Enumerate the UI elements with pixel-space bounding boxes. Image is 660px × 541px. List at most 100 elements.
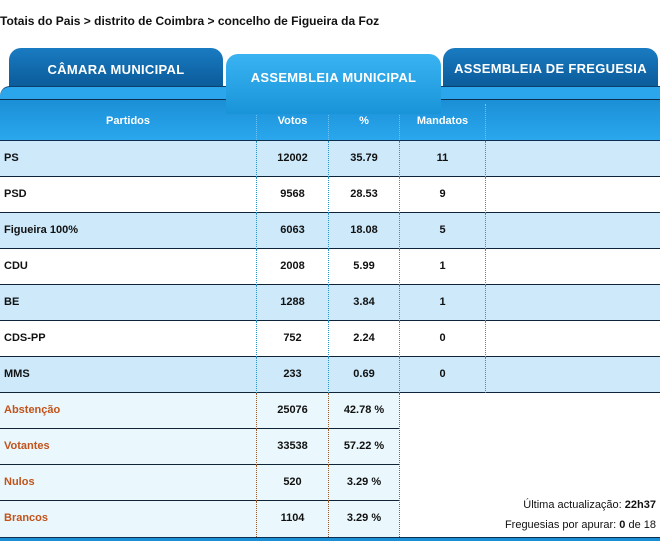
stat-percent: 3.29 % [346,476,382,488]
party-votes: 2008 [280,260,305,272]
pending-label: Freguesias por apurar: [504,519,620,531]
column-divider [256,213,257,249]
column-divider [399,141,400,177]
column-divider [399,393,400,537]
stat-value: 25076 [277,404,308,416]
party-seats: 0 [439,332,446,344]
party-votes: 752 [283,332,302,344]
stats-row: Nulos 520 3.29 % [0,465,399,501]
column-divider [328,285,329,321]
header-mandatos: Mandatos [416,115,469,127]
last-update: Última actualização: 22h37 [523,499,656,511]
pending-total: de 18 [625,519,656,531]
party-name: CDU [4,260,28,272]
table-row: CDS-PP 752 2.24 0 [0,321,660,357]
tab-assembleia-freguesia[interactable]: ASSEMBLEIA DE FREGUESIA [443,48,658,88]
tab-label: CÂMARA MUNICIPAL [47,62,185,77]
breadcrumb[interactable]: Totais do Pais > distrito de Coimbra > c… [0,14,380,28]
column-divider [485,357,486,393]
party-seats: 1 [439,296,446,308]
column-divider [328,213,329,249]
party-name: MMS [4,368,30,380]
stat-label: Brancos [4,512,49,524]
stats-row: Votantes 33538 57.22 % [0,429,399,465]
stat-value: 33538 [277,440,308,452]
table-row: MMS 233 0.69 0 [0,357,660,393]
column-divider [399,285,400,321]
pending-count: 0 [619,519,626,531]
column-divider [256,393,257,429]
last-update-time: 22h37 [624,499,656,511]
party-name: Figueira 100% [4,224,78,236]
column-divider [485,285,486,321]
party-percent: 35.79 [350,152,378,164]
stat-percent: 42.78 % [343,404,385,416]
table-row: PSD 9568 28.53 9 [0,177,660,213]
column-divider [485,141,486,177]
table-header: Partidos Votos % Mandatos [0,100,660,141]
party-name: PS [4,152,19,164]
party-name: CDS-PP [4,332,46,344]
table-row: BE 1288 3.84 1 [0,285,660,321]
column-divider [328,429,329,465]
tab-label: ASSEMBLEIA MUNICIPAL [250,70,417,85]
column-divider [328,104,329,140]
column-divider [485,249,486,285]
bottom-bar [0,537,660,541]
party-percent: 5.99 [353,260,375,272]
party-seats: 11 [436,152,449,164]
party-seats: 0 [439,368,446,380]
column-divider [256,141,257,177]
stats-row: Abstenção 25076 42.78 % [0,393,399,429]
column-divider [328,321,329,357]
stat-label: Votantes [4,440,50,452]
column-divider [399,177,400,213]
column-divider [256,285,257,321]
column-divider [256,465,257,501]
party-seats: 9 [439,188,446,200]
party-percent: 18.08 [350,224,378,236]
stat-percent: 57.22 % [343,440,385,452]
stat-label: Nulos [4,476,35,488]
column-divider [399,321,400,357]
party-name: BE [4,296,20,308]
column-divider [399,357,400,393]
stat-percent: 3.29 % [346,512,382,524]
column-divider [328,177,329,213]
column-divider [328,249,329,285]
party-percent: 3.84 [353,296,375,308]
column-divider [328,501,329,537]
table-row: CDU 2008 5.99 1 [0,249,660,285]
party-votes: 1288 [280,296,305,308]
last-update-label: Última actualização: [523,499,625,511]
header-partidos: Partidos [105,115,150,127]
party-seats: 1 [439,260,446,272]
election-tabs: CÂMARA MUNICIPAL ASSEMBLEIA DE FREGUESIA… [0,0,660,140]
column-divider [399,213,400,249]
column-divider [485,321,486,357]
column-divider [256,177,257,213]
column-divider [256,357,257,393]
party-percent: 28.53 [350,188,378,200]
stat-label: Abstenção [4,404,61,416]
stat-value: 1104 [280,512,305,524]
party-votes: 6063 [280,224,305,236]
column-divider [256,501,257,537]
party-seats: 5 [439,224,446,236]
party-percent: 0.69 [353,368,375,380]
column-divider [399,104,400,140]
tab-assembleia-municipal[interactable]: ASSEMBLEIA MUNICIPAL [226,54,441,114]
column-divider [256,249,257,285]
column-divider [485,177,486,213]
party-name: PSD [4,188,27,200]
column-divider [328,141,329,177]
tab-camara-municipal[interactable]: CÂMARA MUNICIPAL [9,48,223,88]
column-divider [256,104,257,140]
column-divider [485,213,486,249]
party-votes: 12002 [277,152,308,164]
column-divider [256,429,257,465]
pending-parishes: Freguesias por apurar: 0 de 18 [505,519,656,531]
header-percent: % [359,115,369,127]
column-divider [485,104,486,140]
table-row: PS 12002 35.79 11 [0,141,660,177]
